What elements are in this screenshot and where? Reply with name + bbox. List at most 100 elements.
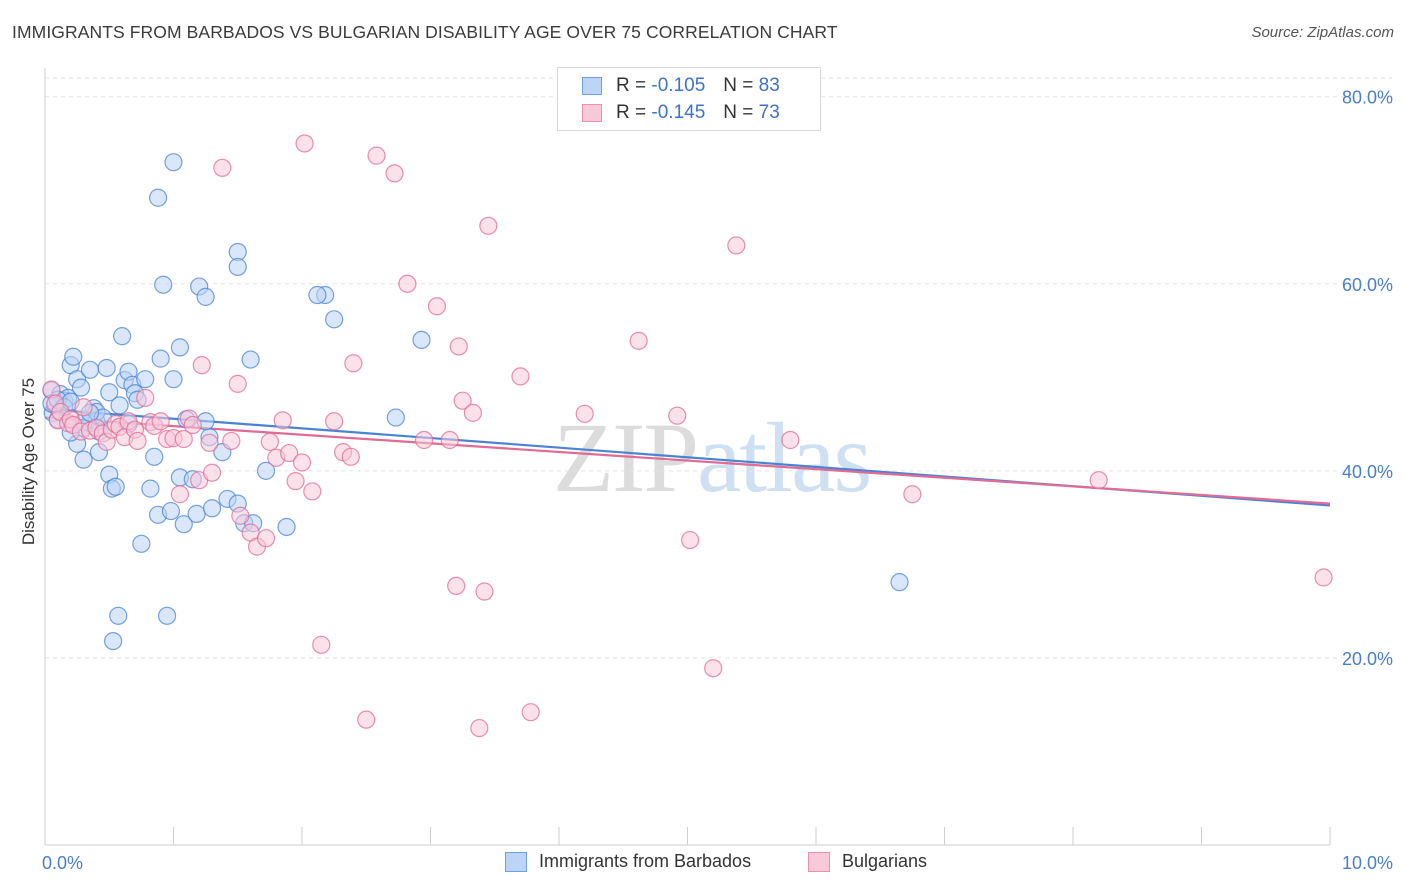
legend-n-value: 83 <box>758 75 780 96</box>
barbados-point <box>74 450 93 469</box>
bulgarian-point <box>449 337 468 356</box>
bottom-legend-swatch-bulgarians <box>808 851 830 872</box>
bulgarian-point <box>280 443 299 463</box>
barbados-point <box>64 347 83 366</box>
barbados-point <box>100 383 119 402</box>
barbados-point <box>110 396 129 415</box>
bulgarian-point <box>312 635 331 654</box>
bottom-legend-swatch-barbados <box>505 851 527 872</box>
barbados-point <box>71 378 91 397</box>
bulgarian-point <box>192 356 211 375</box>
legend-n-label: N = <box>723 75 754 96</box>
bulgarian-point <box>414 430 434 450</box>
legend-swatch-barbados <box>582 77 602 95</box>
legend-n-label: N = <box>723 102 754 123</box>
bulgarian-point <box>357 710 376 729</box>
barbados-point <box>148 188 168 207</box>
bulgarian-point <box>727 236 746 255</box>
bulgarian-point <box>292 453 312 472</box>
barbados-point <box>202 499 222 518</box>
bulgarian-point <box>903 485 922 504</box>
tick-labels: 20.0% 40.0% 60.0% 80.0% 0.0% 10.0% Disability … <box>19 88 1393 873</box>
barbados-point <box>97 358 116 378</box>
bulgarian-point <box>260 432 279 451</box>
bulgarian-point <box>273 411 292 430</box>
barbados-point <box>164 153 183 172</box>
bulgarian-point <box>479 216 498 235</box>
watermark-atlas: atlas <box>697 402 872 513</box>
correlation-legend: R = -0.105 N = 83 R = -0.145 N = 73 <box>557 67 821 131</box>
bulgarian-point <box>344 354 363 373</box>
bulgarian-point <box>680 530 700 550</box>
y-axis-title: Disability Age Over 75 <box>19 378 38 545</box>
barbados-point <box>104 631 123 651</box>
bulgarian-point <box>341 447 360 466</box>
bulgarian-point <box>440 430 459 450</box>
bulgarian-point <box>575 404 594 423</box>
bulgarian-point <box>151 412 170 431</box>
barbados-point <box>241 350 260 369</box>
barbados-point <box>187 504 206 523</box>
bulgarian-point <box>303 482 322 501</box>
bulgarian-point <box>463 403 483 422</box>
bulgarian-point <box>213 158 232 177</box>
axes <box>44 68 1331 846</box>
bulgarian-point <box>521 703 540 722</box>
legend-r-label: R = <box>616 102 647 123</box>
bulgarian-point <box>231 506 250 525</box>
barbados-point <box>157 606 177 625</box>
y-tick-label: 40.0% <box>1342 462 1393 482</box>
barbados-point <box>151 349 170 368</box>
bulgarian-point <box>629 331 648 350</box>
legend-r-value: -0.145 <box>651 102 706 123</box>
barbados-point <box>325 310 344 329</box>
bulgarian-point <box>136 388 155 407</box>
legend-r-label: R = <box>616 75 647 96</box>
barbados-point <box>196 287 215 306</box>
bulgarian-point <box>447 576 466 596</box>
bulgarian-point <box>1089 471 1108 490</box>
chart-source: Source: ZipAtlas.com <box>1251 24 1394 41</box>
barbados-point <box>132 534 151 553</box>
barbados-point <box>109 606 128 625</box>
bottom-legend-label: Immigrants from Barbados <box>539 851 752 871</box>
bulgarian-point <box>256 529 276 548</box>
barbados-point <box>412 330 431 350</box>
data-points <box>42 134 1333 738</box>
legend-swatch-bulgarians <box>582 104 602 122</box>
bottom-legend-label: Bulgarians <box>842 851 928 871</box>
barbados-point <box>112 327 132 346</box>
barbados-point <box>890 573 909 592</box>
bulgarian-point <box>325 412 344 431</box>
bulgarian-point <box>470 718 489 738</box>
barbados-point <box>141 479 160 498</box>
legend-n-value: 73 <box>758 102 780 123</box>
barbados-point <box>256 461 276 480</box>
barbados-point <box>174 515 193 534</box>
bulgarian-point <box>668 406 687 425</box>
barbados-point <box>106 477 125 496</box>
bulgarian-point <box>228 374 247 393</box>
bulgarian-point <box>170 485 190 504</box>
bulgarian-point <box>295 134 314 153</box>
barbados-point <box>136 370 155 389</box>
bulgarian-point <box>286 472 305 491</box>
bulgarian-point <box>1314 568 1333 587</box>
barbados-point <box>170 338 190 357</box>
barbados-point <box>277 517 296 537</box>
barbados-point <box>164 370 183 389</box>
barbados-point <box>161 501 181 521</box>
bulgarian-point <box>385 164 404 183</box>
bulgarian-point <box>74 398 93 417</box>
bulgarian-point <box>427 297 447 316</box>
x-tick-label: 0.0% <box>42 853 83 873</box>
legend-row-barbados: R = -0.105 N = 83 <box>582 73 780 99</box>
bulgarian-trend-line <box>44 416 1331 505</box>
bulgarian-point <box>174 429 193 449</box>
barbados-point <box>154 275 173 294</box>
bulgarian-point <box>511 367 530 386</box>
barbados-point <box>228 257 247 277</box>
legend-row-bulgarians: R = -0.145 N = 73 <box>582 100 780 126</box>
x-tick-label: 10.0% <box>1342 853 1393 873</box>
barbados-point <box>80 360 100 379</box>
